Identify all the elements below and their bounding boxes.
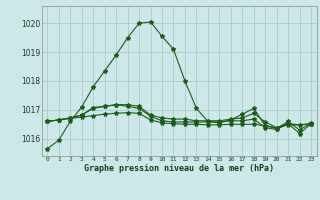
X-axis label: Graphe pression niveau de la mer (hPa): Graphe pression niveau de la mer (hPa) — [84, 164, 274, 173]
